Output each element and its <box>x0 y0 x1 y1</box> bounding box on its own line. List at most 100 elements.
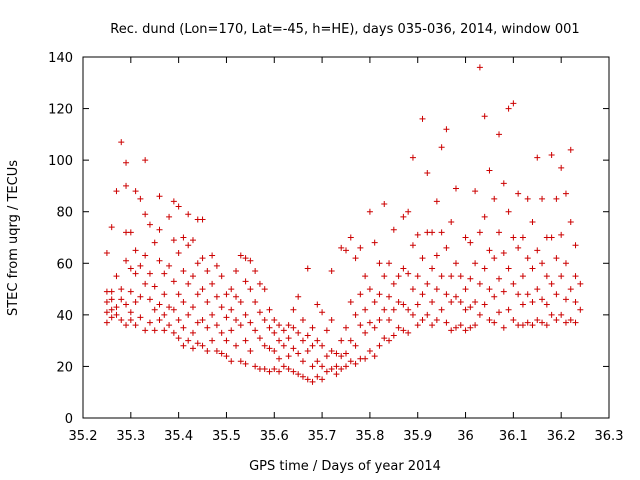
data-point <box>213 347 220 354</box>
data-point <box>457 298 464 305</box>
data-point <box>496 131 503 138</box>
data-point <box>151 239 158 246</box>
data-point <box>319 363 326 370</box>
data-point <box>362 355 369 362</box>
data-point <box>577 306 584 313</box>
data-point <box>567 286 574 293</box>
data-point <box>237 322 244 329</box>
data-point <box>170 198 177 205</box>
data-point <box>218 304 225 311</box>
data-point <box>103 249 110 256</box>
data-point <box>519 234 526 241</box>
data-point <box>285 335 292 342</box>
data-point <box>233 342 240 349</box>
data-point <box>142 211 149 218</box>
data-point <box>534 247 541 254</box>
data-point <box>309 363 316 370</box>
data-point <box>194 291 201 298</box>
data-point <box>151 306 158 313</box>
data-point <box>213 262 220 269</box>
data-point <box>127 229 134 236</box>
y-tick-label: 100 <box>48 154 73 169</box>
data-point <box>233 293 240 300</box>
data-point <box>534 154 541 161</box>
data-point <box>103 298 110 305</box>
data-point <box>457 273 464 280</box>
data-point <box>438 229 445 236</box>
data-point <box>242 255 249 262</box>
data-point <box>553 195 560 202</box>
data-point <box>505 208 512 215</box>
data-point <box>567 317 574 324</box>
data-point <box>228 358 235 365</box>
x-tick-label: 36.1 <box>499 429 528 444</box>
data-point <box>548 311 555 318</box>
data-point <box>261 342 268 349</box>
data-point <box>242 337 249 344</box>
data-point <box>543 273 550 280</box>
data-point <box>395 324 402 331</box>
data-point <box>266 345 273 352</box>
data-point <box>381 306 388 313</box>
data-point <box>400 301 407 308</box>
data-point <box>189 273 196 280</box>
data-point <box>304 265 311 272</box>
data-point <box>338 366 345 373</box>
data-point <box>290 345 297 352</box>
data-point <box>271 329 278 336</box>
data-point <box>156 193 163 200</box>
data-point <box>319 376 326 383</box>
data-point <box>429 322 436 329</box>
data-point <box>299 337 306 344</box>
data-point <box>108 296 115 303</box>
data-point <box>409 286 416 293</box>
data-point <box>429 265 436 272</box>
data-point <box>343 247 349 254</box>
data-point <box>333 363 340 370</box>
data-point <box>213 322 220 329</box>
data-point <box>185 337 192 344</box>
data-point <box>347 358 354 365</box>
data-point <box>433 198 440 205</box>
data-point <box>376 342 383 349</box>
data-point <box>562 296 569 303</box>
data-point <box>395 298 402 305</box>
data-point <box>529 322 536 329</box>
data-point <box>247 319 254 326</box>
data-point <box>567 146 574 153</box>
data-point <box>185 280 192 287</box>
data-point <box>295 350 302 357</box>
data-point <box>209 252 216 259</box>
data-point <box>194 340 201 347</box>
data-point <box>524 255 531 262</box>
data-point <box>558 231 565 238</box>
axis-ticks: 35.2 35.3 35.4 35.5 35.6 35.7 35.8 35.9 36 36.1 36… <box>48 51 623 444</box>
data-point <box>400 213 407 220</box>
data-point <box>295 329 302 336</box>
data-point <box>539 296 546 303</box>
data-point <box>161 327 168 334</box>
data-point <box>462 327 469 334</box>
data-point <box>137 195 144 202</box>
data-point <box>381 273 388 280</box>
data-point <box>233 268 240 275</box>
data-point <box>199 286 206 293</box>
data-point <box>405 208 412 215</box>
data-point <box>419 255 426 262</box>
data-point <box>170 306 177 313</box>
data-point <box>252 363 259 370</box>
x-tick-label: 35.2 <box>69 429 98 444</box>
data-point <box>505 105 512 112</box>
data-point <box>156 226 163 233</box>
data-point <box>558 164 565 171</box>
data-point <box>290 324 297 331</box>
plot-frame <box>82 56 610 419</box>
data-point <box>472 298 479 305</box>
data-point <box>156 317 163 324</box>
data-point <box>352 255 359 262</box>
data-point <box>290 306 297 313</box>
data-point <box>472 188 479 195</box>
data-point <box>276 337 283 344</box>
data-point <box>338 337 345 344</box>
data-point <box>366 347 373 354</box>
